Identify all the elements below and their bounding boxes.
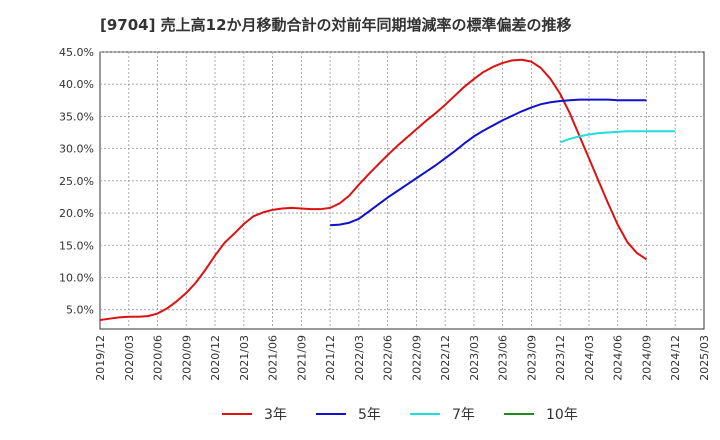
chart-title: [9704] 売上高12か月移動合計の対前年同期増減率の標準偏差の推移 [100, 16, 572, 34]
y-axis-ticks: 5.0% 10.0% 15.0% 20.0% 25.0% 30.0% 35.0% 40.0% 4… [59, 46, 94, 317]
x-tick-label: 2021/09 [295, 335, 308, 381]
x-tick-label: 2020/06 [152, 335, 165, 381]
x-tick-label: 2019/12 [94, 335, 107, 381]
series-line-5年 [330, 98, 647, 227]
y-tick-label: 30.0% [59, 143, 94, 156]
y-tick-label: 5.0% [66, 304, 94, 317]
x-tick-label: 2022/12 [439, 335, 452, 381]
series-line-3年 [99, 58, 648, 321]
x-tick-label: 2025/03 [698, 335, 711, 381]
x-tick-label: 2021/03 [238, 335, 251, 381]
y-tick-label: 35.0% [59, 110, 94, 123]
x-tick-label: 2024/06 [612, 335, 625, 381]
x-tick-label: 2024/12 [669, 335, 682, 381]
y-tick-label: 40.0% [59, 78, 94, 91]
legend-label: 3年 [264, 407, 287, 423]
x-tick-label: 2020/12 [209, 335, 222, 381]
series-lines [99, 58, 676, 321]
legend-label: 10年 [546, 407, 578, 423]
x-tick-label: 2023/06 [497, 335, 510, 381]
legend-label: 5年 [358, 407, 381, 423]
x-tick-label: 2024/03 [583, 335, 596, 381]
x-tick-label: 2020/03 [123, 335, 136, 381]
legend: 3年 5年 7年 10年 [222, 407, 578, 423]
x-tick-label: 2023/03 [468, 335, 481, 381]
legend-label: 7年 [452, 407, 475, 423]
y-tick-label: 15.0% [59, 239, 94, 252]
y-tick-label: 45.0% [59, 46, 94, 59]
x-tick-label: 2021/12 [324, 335, 337, 381]
x-tick-label: 2023/09 [525, 335, 538, 381]
x-tick-label: 2023/12 [554, 335, 567, 381]
x-tick-label: 2022/03 [353, 335, 366, 381]
y-tick-label: 20.0% [59, 207, 94, 220]
x-tick-label: 2022/09 [410, 335, 423, 381]
x-tick-label: 2022/06 [382, 335, 395, 381]
x-tick-label: 2021/06 [267, 335, 280, 381]
y-tick-label: 25.0% [59, 175, 94, 188]
y-tick-label: 10.0% [59, 271, 94, 284]
x-axis-ticks: 2019/12 2020/03 2020/06 2020/09 2020/12 2021/… [94, 335, 711, 381]
x-tick-label: 2020/09 [180, 335, 193, 381]
series-line-7年 [559, 130, 676, 144]
x-tick-label: 2024/09 [640, 335, 653, 381]
